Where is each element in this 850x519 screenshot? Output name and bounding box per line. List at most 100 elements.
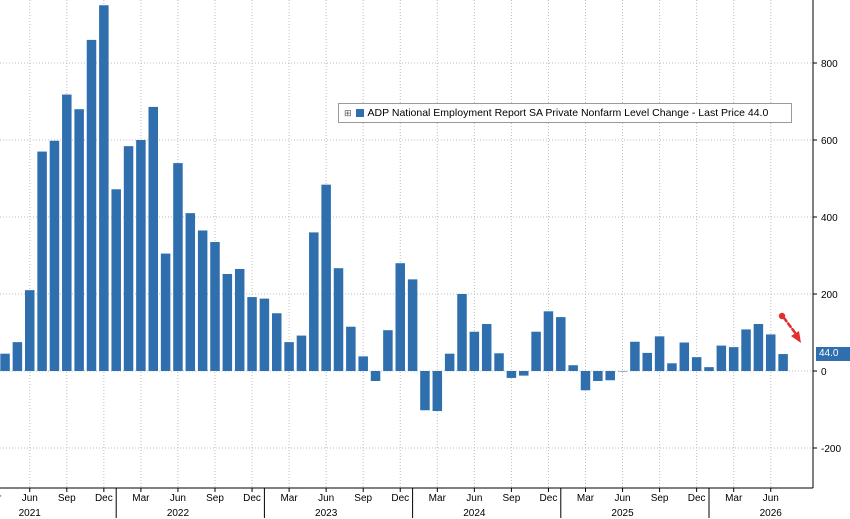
x-tick-label: Dec — [540, 493, 558, 504]
y-tick-label: 0 — [821, 367, 827, 378]
bar — [210, 242, 220, 371]
y-tick-label: 400 — [821, 213, 838, 224]
arrow-shaft — [782, 316, 798, 336]
x-tick-label: Mar — [132, 493, 150, 504]
y-tick-label: -200 — [821, 444, 841, 455]
x-tick-label: Jun — [170, 493, 186, 504]
x-tick-label: Jun — [22, 493, 38, 504]
x-year-label: 2023 — [315, 508, 338, 519]
bar — [494, 353, 504, 371]
x-tick-label: Mar — [577, 493, 595, 504]
x-tick-label: Sep — [206, 493, 224, 504]
bar — [432, 371, 443, 412]
bar — [272, 313, 282, 371]
bar — [358, 356, 368, 371]
bar — [12, 342, 23, 372]
bar — [531, 331, 541, 371]
bar — [593, 371, 603, 382]
last-value-tag: 44.0 — [816, 347, 850, 361]
grid-lines — [0, 0, 814, 489]
bar — [420, 371, 430, 411]
bar — [234, 268, 245, 371]
bar — [568, 365, 578, 371]
bar — [370, 371, 381, 382]
bar — [691, 357, 702, 371]
bar — [741, 329, 751, 371]
y-axis: -200 0 200 400 600 800 — [813, 59, 841, 455]
x-tick-label: Dec — [688, 493, 706, 504]
bar — [543, 311, 554, 371]
bar — [74, 109, 84, 371]
x-tick-label: Jun — [466, 493, 482, 504]
bar — [469, 331, 480, 371]
legend-swatch — [355, 109, 364, 117]
y-tick-label: 800 — [821, 59, 838, 70]
bar — [766, 334, 776, 371]
bar — [86, 39, 97, 372]
bar — [0, 353, 10, 371]
bar — [654, 336, 665, 371]
bar — [457, 294, 467, 371]
x-tick-label: Jun — [318, 493, 334, 504]
x-tick-label: Sep — [651, 493, 669, 504]
bar — [247, 297, 257, 371]
bar — [407, 279, 418, 371]
bar — [395, 263, 405, 371]
bar — [296, 335, 307, 371]
bar — [185, 213, 196, 371]
bar — [321, 184, 331, 371]
x-tick-label: Dec — [391, 493, 409, 504]
bar — [383, 330, 393, 371]
bar-series — [0, 5, 788, 412]
bar — [444, 353, 455, 371]
x-tick-label: Sep — [503, 493, 521, 504]
x-tick-label: Mar — [429, 493, 447, 504]
x-year-label: 2021 — [19, 508, 42, 519]
x-year-label: 2025 — [611, 508, 634, 519]
bar — [111, 189, 121, 371]
bar — [309, 232, 319, 371]
bar — [605, 371, 615, 381]
arrow-head — [791, 331, 801, 343]
bar — [284, 342, 294, 372]
bar — [580, 371, 591, 391]
bar — [519, 371, 529, 376]
bar — [222, 273, 233, 371]
bar — [148, 106, 158, 371]
y-tick-label: 200 — [821, 290, 838, 301]
x-tick-label: Jun — [614, 493, 630, 504]
x-tick-label: Mar — [0, 493, 2, 504]
bar — [642, 352, 652, 371]
x-tick-label: Mar — [280, 493, 298, 504]
y-tick-label: 600 — [821, 136, 838, 147]
bar — [679, 342, 690, 371]
bar — [99, 5, 109, 371]
bar — [259, 298, 270, 371]
x-tick-label: Mar — [725, 493, 743, 504]
bar — [667, 363, 677, 371]
bar — [753, 324, 764, 371]
x-tick-label: Sep — [58, 493, 76, 504]
x-year-label: 2024 — [463, 508, 486, 519]
trend-arrow-annotation — [778, 312, 801, 343]
bar — [346, 326, 356, 371]
x-tick-label: Sep — [354, 493, 372, 504]
x-year-label: 2026 — [760, 508, 783, 519]
bar — [136, 140, 146, 371]
bar — [617, 371, 628, 372]
bar — [506, 371, 517, 378]
bar — [556, 317, 566, 371]
bar — [333, 268, 344, 371]
bar — [49, 140, 60, 371]
bar — [25, 290, 35, 371]
bar — [728, 347, 739, 371]
legend-label: ADP National Employment Report SA Privat… — [367, 107, 769, 119]
x-tick-label: Dec — [95, 493, 113, 504]
bar — [630, 341, 640, 371]
bar — [123, 146, 134, 371]
bar — [197, 230, 208, 371]
x-year-label: 2022 — [167, 508, 190, 519]
bar — [160, 253, 171, 371]
legend-expand-icon: ⊞ — [344, 107, 352, 118]
